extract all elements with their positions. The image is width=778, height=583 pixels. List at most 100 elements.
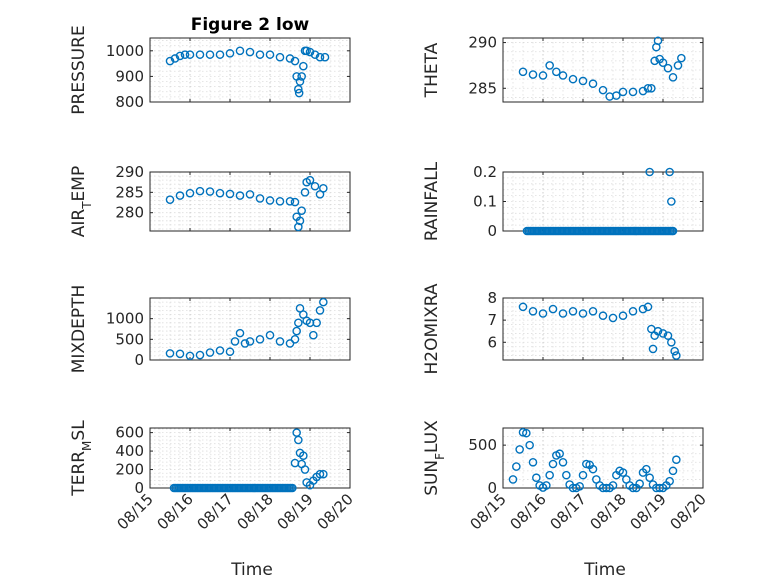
data-point (235, 191, 245, 200)
data-point (300, 188, 310, 197)
y-axis-label: THETA (422, 42, 442, 98)
data-point (598, 311, 608, 321)
data-point (618, 311, 628, 321)
data-point (665, 167, 674, 177)
data-point (525, 440, 534, 450)
data-point (245, 190, 255, 199)
data-point (512, 462, 521, 471)
data-point (545, 61, 554, 70)
x-tick-label: 08/17 (547, 490, 590, 533)
data-point (578, 309, 588, 318)
axes-7: 020040060008/1508/1608/1708/1808/1908/20… (69, 420, 357, 580)
y-tick-label: 290 (115, 163, 144, 181)
axes-2: 285 290 THETA (422, 34, 704, 103)
data-point (319, 183, 328, 193)
y-tick-label: 0 (134, 479, 144, 497)
x-tick-label: 08/16 (154, 490, 197, 533)
y-tick-label: 280 (115, 204, 144, 222)
data-point (562, 470, 571, 480)
data-point (663, 331, 673, 340)
data-point (642, 464, 651, 474)
x-tick-label: 08/18 (234, 490, 277, 533)
data-point (180, 50, 190, 59)
data-point (175, 51, 185, 61)
data-point (235, 46, 245, 56)
data-point (668, 466, 678, 476)
y-tick-label: 400 (115, 442, 144, 460)
data-point (255, 50, 265, 59)
data-point (542, 481, 551, 490)
data-point (528, 457, 538, 467)
data-point (578, 76, 588, 86)
data-point (558, 457, 568, 467)
data-point (315, 52, 325, 62)
data-point (319, 469, 328, 479)
y-tick-label: 0.2 (473, 163, 497, 181)
axes-5: 0 500 1000 MIXDEPTH (69, 285, 351, 373)
y-axis-label: RAINFALL (422, 161, 442, 241)
x-tick-label: 08/19 (274, 490, 317, 533)
y-tick-label: 600 (115, 424, 144, 442)
data-point (518, 427, 528, 437)
data-point (245, 337, 255, 346)
data-point (578, 470, 588, 480)
data-point (165, 56, 175, 66)
data-point (647, 83, 656, 93)
data-point (645, 473, 654, 483)
data-point (195, 186, 205, 196)
data-point (667, 197, 676, 206)
data-point (672, 455, 681, 465)
x-axis-label: Time (230, 560, 273, 580)
data-point (299, 61, 308, 71)
data-point (265, 50, 275, 59)
data-point (677, 53, 686, 63)
data-point (290, 56, 300, 66)
x-tick-label: 08/20 (667, 490, 710, 533)
data-point (668, 73, 678, 82)
data-point (294, 318, 303, 328)
data-point (215, 50, 225, 59)
axes-frame (502, 37, 704, 103)
y-axis-label: SUNFLUX (422, 420, 447, 496)
y-tick-label: 0 (487, 222, 497, 240)
data-point (575, 481, 584, 491)
data-point (285, 54, 295, 63)
axes-6: 6 7 8 H2OMIXRA (422, 283, 704, 375)
data-point (650, 56, 659, 66)
y-tick-label: 1000 (106, 42, 144, 60)
y-tick-label: 0 (487, 479, 497, 497)
data-point (300, 465, 310, 474)
x-axis-label: Time (583, 560, 626, 580)
data-point (205, 187, 215, 196)
data-point (320, 52, 330, 62)
y-tick-label: 500 (115, 330, 144, 348)
data-point (648, 344, 658, 354)
y-tick-label: 900 (115, 67, 144, 85)
data-point (518, 67, 528, 77)
data-point (275, 196, 285, 206)
axes-frame (149, 171, 351, 232)
data-point (522, 428, 531, 438)
data-point (275, 337, 285, 346)
data-point (265, 330, 275, 340)
data-point (568, 74, 578, 84)
data-point (305, 47, 315, 57)
data-point (185, 50, 195, 59)
data-point (608, 481, 618, 490)
data-point (275, 52, 285, 62)
data-point (297, 206, 306, 215)
data-point (588, 306, 598, 316)
data-point (295, 77, 305, 86)
data-point (292, 326, 301, 336)
data-point (582, 459, 591, 469)
y-axis-label: TERRMSL (69, 420, 94, 497)
data-point (528, 306, 538, 316)
data-point (175, 349, 185, 359)
data-point (568, 306, 578, 316)
data-point (205, 348, 215, 357)
data-point (297, 72, 306, 81)
data-point (645, 167, 654, 177)
data-point (548, 459, 558, 469)
data-point (195, 350, 205, 360)
